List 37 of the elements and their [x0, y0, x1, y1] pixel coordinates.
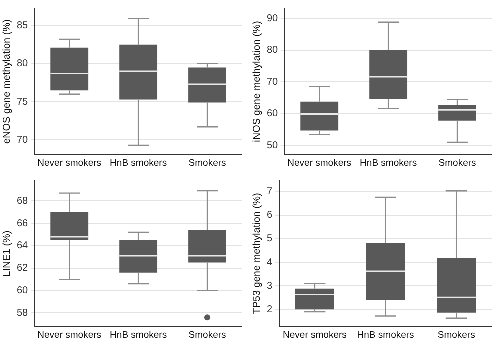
x-tick-label: Never smokers — [288, 158, 352, 169]
y-tick-label: 80 — [267, 45, 279, 56]
y-axis-title: TP53 gene methylation (%) — [252, 193, 263, 314]
x-tick-label: HnB smokers — [110, 158, 168, 169]
y-tick-label: 6 — [267, 210, 273, 222]
x-tick-label: Smokers — [438, 158, 477, 169]
x-tick-label: HnB smokers — [110, 330, 168, 341]
x-tick-label: Smokers — [188, 330, 227, 341]
y-tick-label: 75 — [17, 96, 29, 108]
y-axis-title: iNOS gene methylation (%) — [252, 21, 263, 142]
y-tick-label: 62 — [17, 263, 29, 274]
x-tick-label: Smokers — [188, 158, 227, 169]
y-tick-label: 5 — [267, 234, 273, 245]
y-tick-label: 3 — [267, 280, 273, 292]
y-tick-label: 2 — [267, 304, 273, 316]
x-tick-label: HnB smokers — [360, 158, 418, 169]
y-tick-label: 66 — [17, 218, 29, 230]
y-tick-label: 70 — [17, 134, 29, 146]
y-tick-label: 58 — [17, 308, 29, 319]
x-tick-label: Smokers — [438, 330, 476, 341]
x-tick-label: Never smokers — [38, 158, 102, 169]
y-tick-label: 90 — [267, 13, 279, 24]
y-tick-label: 7 — [267, 186, 273, 198]
x-tick-label: Never smokers — [38, 330, 102, 341]
y-tick-label: 60 — [267, 108, 279, 120]
y-tick-label: 4 — [267, 257, 273, 268]
y-tick-label: 64 — [17, 240, 29, 252]
y-tick-label: 60 — [17, 286, 29, 297]
y-axis-title: eNOS gene methylation (%) — [2, 20, 13, 144]
y-tick-label: 50 — [267, 140, 279, 152]
x-tick-label: HnB smokers — [357, 330, 415, 341]
y-axis-title: LINE1 (%) — [2, 230, 13, 277]
y-tick-label: 68 — [17, 196, 29, 207]
x-tick-label: Never smokers — [283, 330, 348, 341]
y-tick-label: 85 — [17, 20, 29, 32]
y-tick-label: 70 — [267, 76, 279, 88]
y-tick-label: 80 — [17, 58, 29, 70]
